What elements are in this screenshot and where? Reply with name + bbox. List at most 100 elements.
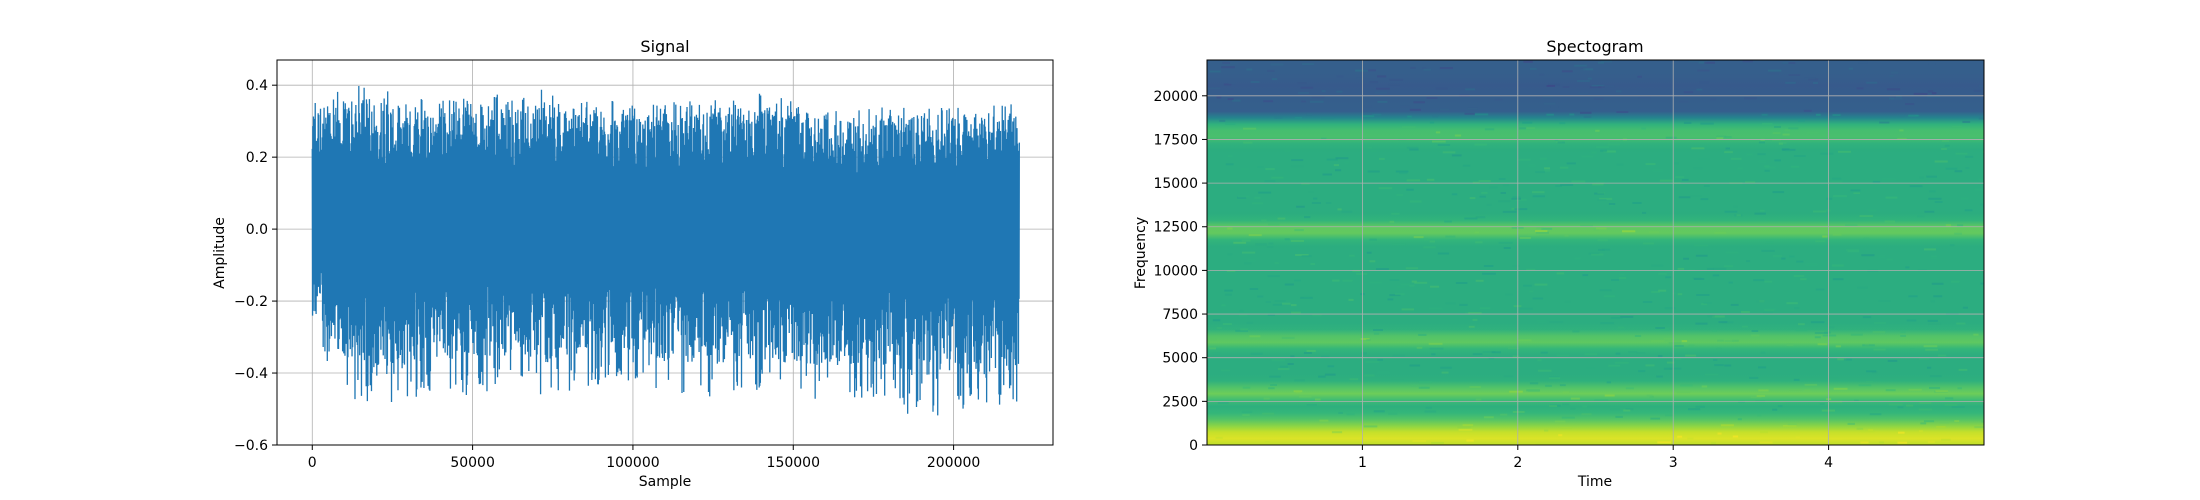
spectrogram-cell	[1365, 361, 1380, 363]
spectrogram-cell	[1306, 404, 1317, 406]
spectrogram-cell	[1598, 248, 1605, 251]
spectrogram-ylabel: Frequency	[1133, 217, 1149, 289]
spectrogram-grid	[1207, 60, 1984, 446]
spectrogram-cell	[1928, 322, 1942, 325]
spectrogram-cell	[1868, 209, 1877, 212]
spectrogram-cell	[1661, 328, 1670, 331]
spectrogram-cell	[1681, 178, 1689, 181]
spectrogram-cell	[1781, 257, 1786, 260]
spectrogram-cell	[1469, 197, 1476, 200]
spectrogram-cell	[1887, 359, 1898, 362]
spectrogram-cell	[1698, 158, 1710, 161]
spectrogram-cell	[1410, 384, 1419, 387]
spectrogram-cell	[1868, 429, 1873, 432]
spectrogram-cell	[1913, 92, 1928, 95]
spectrogram-cell	[1927, 366, 1932, 369]
spectrogram-y-tick-label: 2500	[1162, 394, 1198, 410]
signal-x-tick-label: 0	[308, 455, 317, 471]
spectrogram-cell	[1615, 415, 1623, 418]
spectrogram-cell	[1569, 113, 1575, 116]
spectrogram-y-tick-label: 0	[1189, 438, 1198, 454]
spectrogram-cell	[1657, 441, 1672, 444]
spectrogram-cell	[1244, 262, 1252, 265]
spectrogram-cell	[1878, 300, 1891, 302]
spectrogram-cell	[1488, 357, 1495, 360]
spectrogram-cell	[1300, 86, 1314, 89]
spectrogram-cell	[1595, 129, 1600, 132]
spectrogram-cell	[1263, 100, 1274, 103]
spectrogram-cell	[1430, 285, 1440, 288]
spectrogram-cell	[1764, 169, 1770, 172]
spectrogram-cell	[1458, 428, 1473, 431]
spectrogram-cell	[1900, 331, 1906, 334]
spectrogram-cell	[1290, 239, 1304, 242]
spectrogram-cell	[1798, 323, 1805, 326]
spectrogram-cell	[1983, 70, 1984, 73]
spectrogram-cell	[1284, 149, 1291, 152]
spectrogram-cell	[1512, 355, 1520, 358]
spectrogram-cell	[1467, 107, 1478, 110]
spectrogram-cell	[1394, 293, 1405, 296]
spectrogram-x-tick-label: 2	[1513, 455, 1522, 471]
spectrogram-cell	[1591, 253, 1604, 256]
spectrogram-cell	[1223, 83, 1232, 86]
spectrogram-cell	[1571, 180, 1586, 183]
spectrogram-cell	[1474, 98, 1480, 100]
spectrogram-cell	[1663, 337, 1675, 340]
spectrogram-cell	[1489, 186, 1498, 189]
spectrogram-cell	[1603, 150, 1616, 153]
spectrogram-cell	[1885, 389, 1896, 392]
spectrogram-cell	[1209, 347, 1216, 350]
spectrogram-cell	[1958, 368, 1968, 371]
spectrogram-cell	[1928, 197, 1942, 200]
spectrogram-cell	[1600, 149, 1608, 152]
spectrogram-cell	[1974, 426, 1984, 429]
spectrogram-cell	[1296, 205, 1305, 208]
spectrogram-cell	[1677, 267, 1685, 270]
spectrogram-cell	[1602, 248, 1611, 251]
spectrogram-cell	[1486, 203, 1492, 206]
spectrogram-cell	[1697, 69, 1710, 72]
spectrogram-cell	[1562, 86, 1570, 88]
spectrogram-cell	[1274, 262, 1279, 265]
spectrogram-cell	[1209, 70, 1221, 73]
spectrogram-cell	[1579, 64, 1587, 67]
spectrogram-cell	[1974, 188, 1984, 191]
spectrogram-cell	[1931, 257, 1937, 260]
spectrogram-cell	[1888, 403, 1903, 406]
spectrogram-cell	[1861, 254, 1875, 257]
spectrogram-cell	[1431, 353, 1436, 356]
spectrogram-cell	[1929, 190, 1936, 193]
spectrogram-cell	[1768, 69, 1782, 72]
spectrogram-cell	[1786, 343, 1794, 346]
spectrogram-x-tick-label: 4	[1824, 455, 1833, 471]
spectrogram-cell	[1906, 319, 1917, 322]
spectrogram-cell	[1896, 95, 1902, 98]
spectrogram-cell	[1445, 302, 1456, 305]
spectrogram-cell	[1291, 159, 1304, 162]
spectrogram-cell	[1831, 437, 1843, 440]
spectrogram-cell	[1428, 342, 1443, 345]
spectrogram-cell	[1919, 402, 1932, 404]
spectrogram-cell	[1233, 241, 1247, 244]
spectrogram-cell	[1498, 241, 1513, 244]
spectrogram-cell	[1500, 192, 1506, 194]
spectrogram-cell	[1772, 191, 1785, 194]
spectrogram-cell	[1475, 216, 1486, 219]
spectrogram-cell	[1401, 126, 1416, 129]
spectrogram-cell	[1758, 366, 1767, 369]
spectrogram-cell	[1938, 354, 1947, 357]
spectrogram-cell	[1866, 380, 1873, 383]
spectrogram-cell	[1544, 429, 1549, 432]
spectrogram-cell	[1479, 307, 1491, 310]
spectrogram-cell	[1650, 417, 1661, 420]
spectrogram-cell	[1246, 321, 1254, 324]
spectrogram-cell	[1822, 334, 1837, 337]
spectrogram-cell	[1274, 116, 1283, 119]
spectrogram-cell	[1790, 165, 1800, 168]
signal-ticks: 0 50000 100000 150000 200000 −0.6 −0.4 −0.2 0.0 0…	[234, 78, 980, 471]
spectrogram-cell	[1678, 100, 1689, 103]
spectrogram-cell	[1406, 188, 1414, 191]
spectrogram-cell	[1732, 435, 1739, 438]
spectrogram-cell	[1263, 397, 1270, 400]
